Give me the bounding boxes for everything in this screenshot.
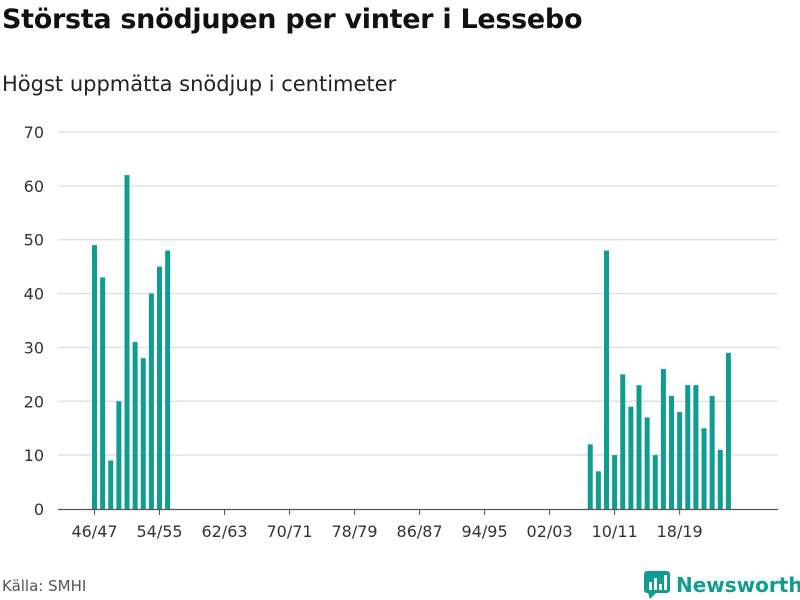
bar-21/22 — [701, 428, 707, 509]
bars — [92, 175, 731, 510]
bar-53/54 — [148, 293, 154, 509]
x-tick-label: 54/55 — [136, 522, 182, 541]
bar-17/18 — [669, 395, 675, 509]
x-tick-label: 18/19 — [657, 522, 703, 541]
x-tick-label: 46/47 — [71, 522, 117, 541]
brand-name: Newsworthy — [676, 573, 800, 597]
y-tick-label: 30 — [24, 338, 44, 357]
bar-46/47 — [92, 245, 97, 509]
bar-48/49 — [108, 460, 114, 509]
bar-10/11 — [612, 455, 618, 509]
bar-15/16 — [652, 455, 658, 509]
x-tick-label: 10/11 — [592, 522, 638, 541]
bar-14/15 — [644, 417, 650, 509]
bar-49/50 — [116, 401, 122, 509]
x-tick-label: 78/79 — [332, 522, 378, 541]
chart-subtitle: Högst uppmätta snödjup i centimeter — [2, 72, 397, 96]
y-tick-label: 0 — [34, 500, 44, 519]
bar-51/52 — [132, 342, 138, 509]
bar-55/56 — [165, 250, 171, 509]
bar-18/19 — [677, 412, 683, 509]
bar-16/17 — [660, 368, 666, 509]
bar-13/14 — [636, 385, 642, 509]
y-tick-label: 50 — [24, 231, 44, 250]
bar-08/09 — [595, 471, 601, 509]
x-tick-label: 70/71 — [266, 522, 312, 541]
y-tick-label: 20 — [24, 392, 44, 411]
source-note: Källa: SMHI — [2, 577, 87, 595]
x-tick-label: 62/63 — [201, 522, 247, 541]
brand-logo[interactable]: Newsworthy — [644, 571, 800, 599]
y-axis-tick-labels: 0 10 20 30 40 50 60 70 — [24, 123, 44, 519]
bar-23/24 — [717, 449, 723, 509]
bar-47/48 — [100, 277, 106, 509]
chart-title: Största snödjupen per vinter i Lessebo — [2, 4, 583, 35]
x-tick-label: 02/03 — [527, 522, 573, 541]
gridlines — [58, 131, 778, 456]
y-tick-label: 60 — [24, 177, 44, 196]
bar-52/53 — [140, 358, 146, 509]
bar-12/13 — [628, 406, 634, 509]
x-axis: 46/47 54/55 62/63 70/71 78/79 86/87 94/95 02/03… — [58, 508, 778, 541]
bar-07/08 — [587, 444, 593, 509]
bar-50/51 — [124, 175, 130, 510]
bar-20/21 — [693, 385, 699, 509]
bar-11/12 — [620, 374, 626, 509]
y-tick-label: 40 — [24, 285, 44, 304]
y-tick-label: 10 — [24, 446, 44, 465]
bar-09/10 — [604, 250, 610, 509]
x-tick-label: 94/95 — [462, 522, 508, 541]
bar-19/20 — [685, 385, 691, 509]
bar-22/23 — [709, 395, 715, 509]
newsworthy-logo-icon — [644, 571, 670, 599]
y-tick-label: 70 — [24, 123, 44, 142]
bar-54/55 — [157, 266, 163, 509]
x-tick-label: 86/87 — [397, 522, 443, 541]
bar-undefined — [725, 352, 731, 509]
